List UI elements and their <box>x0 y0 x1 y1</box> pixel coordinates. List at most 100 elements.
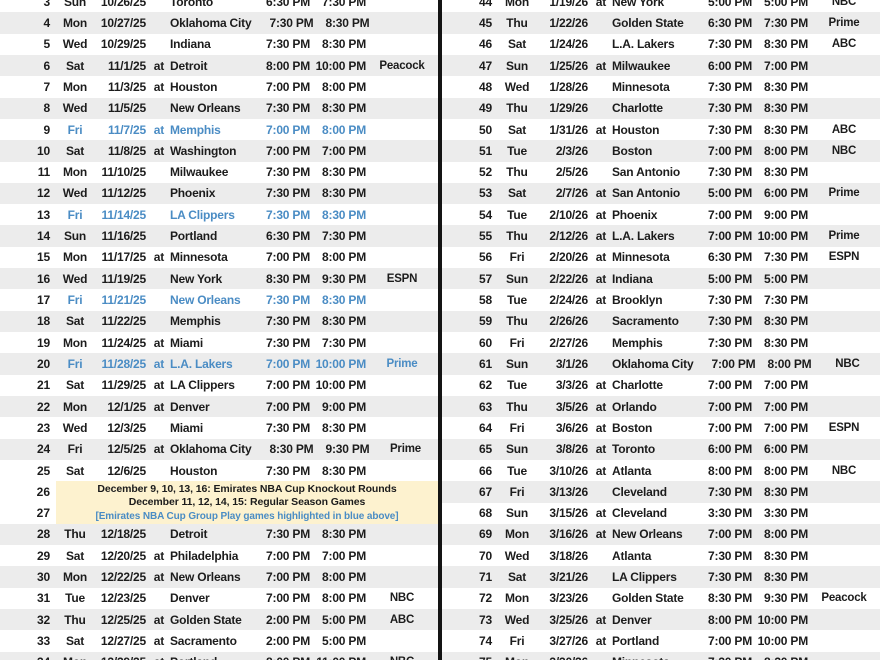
tv-network: ESPN <box>828 421 860 434</box>
opponent: Milwaukee <box>612 58 671 73</box>
opponent: Charlotte <box>612 378 663 393</box>
away-indicator: at <box>595 229 606 244</box>
local-time: 8:00 PM <box>708 612 752 627</box>
opponent: L.A. Lakers <box>170 356 233 371</box>
away-indicator: at <box>153 335 164 350</box>
local-time: 7:30 PM <box>708 101 752 116</box>
opponent: Denver <box>170 399 210 414</box>
opponent: Golden State <box>612 15 684 30</box>
local-time: 7:30 PM <box>708 79 752 94</box>
eastern-time: 7:30 PM <box>764 293 808 308</box>
opponent: Miami <box>170 420 204 435</box>
schedule-row: 50 Sat 1/31/26 at Houston 7:30 PM 8:30 PM ABC <box>442 119 880 140</box>
game-date: 1/29/26 <box>549 101 588 116</box>
away-indicator: at <box>595 527 606 542</box>
game-date: 3/21/26 <box>549 570 588 585</box>
opponent: Phoenix <box>170 186 216 201</box>
game-date: 10/26/25 <box>100 0 146 9</box>
schedule-row: 45 Thu 1/22/26 Golden State 6:30 PM 7:30 PM Pr… <box>442 12 880 34</box>
game-number: 20 <box>37 356 50 371</box>
schedule-row: 61 Sun 3/1/26 Oklahoma City 7:00 PM 8:00 PM NB… <box>442 353 880 375</box>
eastern-time: 8:30 PM <box>752 655 808 660</box>
game-day: Thu <box>64 527 86 542</box>
eastern-time: 8:30 PM <box>322 314 366 329</box>
game-number: 5 <box>43 37 51 52</box>
game-number: 11 <box>37 165 50 180</box>
eastern-time: 8:30 PM <box>322 186 366 201</box>
schedule-row: 57 Sun 2/22/26 at Indiana 5:00 PM 5:00 PM <box>442 268 880 290</box>
away-indicator: at <box>153 570 164 585</box>
eastern-time: 7:30 PM <box>322 229 366 244</box>
game-number: 60 <box>479 335 492 350</box>
tv-network: Prime <box>828 16 860 29</box>
game-date: 10/27/25 <box>100 15 146 30</box>
local-time: 7:30 PM <box>708 484 752 499</box>
schedule-row: 46 Sat 1/24/26 L.A. Lakers 7:30 PM 8:30 PM ABC <box>442 34 880 55</box>
schedule-row: 15 Mon 11/17/25 at Minnesota 7:00 PM 8:00 PM <box>0 247 438 268</box>
opponent: New York <box>170 271 222 286</box>
game-day: Sat <box>507 122 527 137</box>
opponent: Golden State <box>170 612 242 627</box>
schedule-row: 59 Thu 2/26/26 Sacramento 7:30 PM 8:30 PM <box>442 310 880 332</box>
game-date: 1/28/26 <box>549 79 588 94</box>
schedule-row: 68 Sun 3/15/26 at Cleveland 3:30 PM 3:30 PM <box>442 503 880 524</box>
eastern-time: 7:00 PM <box>764 420 808 435</box>
eastern-time: 6:00 PM <box>764 442 808 457</box>
eastern-time: 8:00 PM <box>764 143 808 158</box>
game-date: 1/25/26 <box>549 58 588 73</box>
opponent: San Antonio <box>612 165 681 180</box>
game-day: Thu <box>506 165 528 180</box>
local-time: 7:00 PM <box>708 420 752 435</box>
eastern-time: 9:30 PM <box>325 442 370 457</box>
game-number: 9 <box>43 122 51 137</box>
eastern-time: 7:30 PM <box>322 0 366 9</box>
game-number: 69 <box>479 527 492 542</box>
schedule-row: 22 Mon 12/1/25 at Denver 7:00 PM 9:00 PM <box>0 395 438 418</box>
eastern-time: 8:30 PM <box>764 165 808 180</box>
game-day: Sun <box>505 58 529 73</box>
game-number: 53 <box>479 186 492 201</box>
away-indicator: at <box>153 442 164 457</box>
away-indicator: at <box>595 186 606 201</box>
eastern-time: 10:00 PM <box>757 612 809 627</box>
game-number: 49 <box>479 101 492 116</box>
opponent: L.A. Lakers <box>612 229 675 244</box>
game-date: 12/3/25 <box>107 420 146 435</box>
tv-network: ABC <box>389 613 415 626</box>
eastern-time: 8:30 PM <box>325 15 370 30</box>
away-indicator: at <box>153 399 164 414</box>
opponent: Phoenix <box>612 207 658 222</box>
opponent: New Orleans <box>612 527 683 542</box>
tv-network: NBC <box>831 464 857 477</box>
opponent: Detroit <box>170 58 208 73</box>
away-indicator: at <box>595 634 606 649</box>
local-time: 7:30 PM <box>266 165 310 180</box>
game-day: Sat <box>65 634 85 649</box>
local-time: 6:30 PM <box>708 15 752 30</box>
game-number: 62 <box>479 378 492 393</box>
schedule-row: 18 Sat 11/22/25 Memphis 7:30 PM 8:30 PM <box>0 310 438 332</box>
game-day: Tue <box>507 207 527 222</box>
schedule-row: 33 Sat 12/27/25 at Sacramento 2:00 PM 5:00 PM <box>0 630 438 651</box>
away-indicator: at <box>595 399 606 414</box>
opponent: LA Clippers <box>170 207 235 222</box>
eastern-time: 10:00 PM <box>315 356 367 371</box>
note-line-3: [Emirates NBA Cup Group Play games highl… <box>95 510 399 522</box>
local-time: 2:00 PM <box>266 612 310 627</box>
eastern-time: 10:00 PM <box>757 634 809 649</box>
game-date: 2/22/26 <box>549 271 588 286</box>
game-date: 2/26/26 <box>549 314 588 329</box>
schedule-row: 63 Thu 3/5/26 at Orlando 7:00 PM 7:00 PM <box>442 395 880 418</box>
schedule-row: 24 Fri 12/5/25 at Oklahoma City 8:30 PM 9:30 P… <box>0 438 438 460</box>
game-number: 50 <box>479 122 492 137</box>
schedule-left-column: 3 Sun 10/26/25 Toronto 6:30 PM 7:30 PM 4 Mon 10/… <box>0 0 438 660</box>
game-day: Tue <box>65 591 85 606</box>
schedule-row: 71 Sat 3/21/26 LA Clippers 7:30 PM 8:30 PM <box>442 566 880 588</box>
opponent: Houston <box>170 79 218 94</box>
game-date: 3/6/26 <box>555 420 588 435</box>
schedule-row: 62 Tue 3/3/26 at Charlotte 7:00 PM 7:00 PM <box>442 375 880 396</box>
schedule-row: 10 Sat 11/8/25 at Washington 7:00 PM 7:00 PM <box>0 140 438 162</box>
schedule-row: 32 Thu 12/25/25 at Golden State 2:00 PM 5:00 P… <box>0 609 438 631</box>
opponent: New Orleans <box>170 101 241 116</box>
